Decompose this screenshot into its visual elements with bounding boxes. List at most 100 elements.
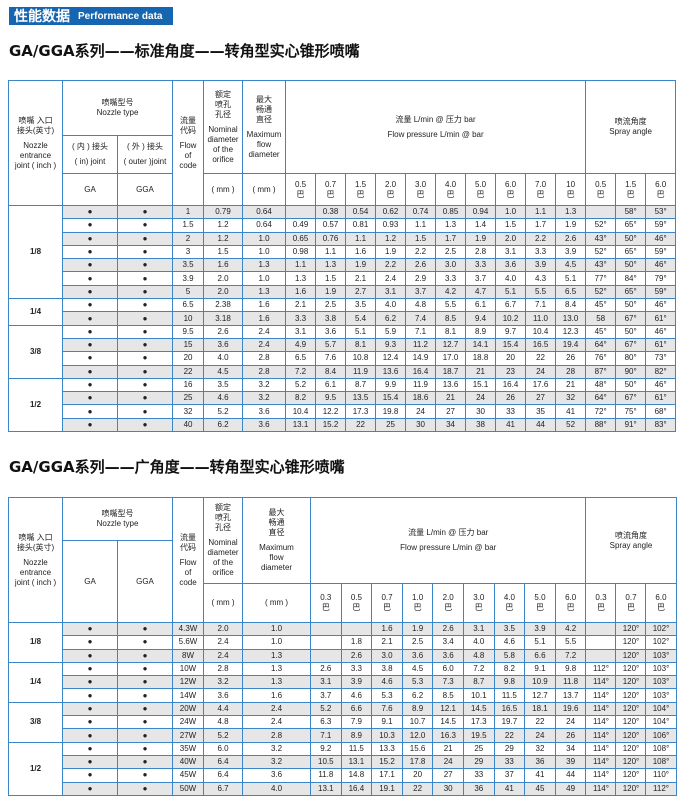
flow-pressure-col: 3.0 巴: [462, 583, 495, 623]
flow-value: 18.6: [405, 391, 437, 406]
flow-value: 0.54: [345, 204, 377, 220]
flow-value: 6.2: [375, 311, 407, 326]
joint-size: 1/8: [8, 204, 63, 300]
joint-header-line: joint ( inch ): [14, 577, 57, 587]
banner-title-cn: 性能数据: [14, 9, 70, 25]
flow-value: 3.6: [495, 258, 527, 273]
flow-value: 13.1: [310, 781, 342, 796]
flow-value: 1.7: [435, 231, 467, 246]
flow-value: 11.9: [345, 364, 377, 379]
nominal-diameter: 1.6: [203, 258, 244, 273]
nozzle-type-header-line: Nozzle type: [96, 519, 139, 528]
table-row: 1/4 ● ● 10W 2.8 1.3 2.6 3.3 3.8 4.5 6.0 7.2 8.2 9.1 9.…: [8, 661, 677, 703]
spray-angle-value: 72°: [585, 404, 617, 419]
spray-angle-value: 46°: [645, 258, 677, 273]
flow-code-header-line: Flow: [179, 140, 197, 150]
flow-value: 33: [462, 768, 495, 783]
flow-code: 25: [172, 391, 205, 406]
spray-angle-value: 106°: [645, 728, 677, 743]
flow-value: 7.6: [315, 351, 347, 366]
ga-mark: ●: [62, 621, 118, 637]
joint-header-line: 喷嘴 入口: [18, 532, 53, 542]
flow-value: 24: [525, 364, 557, 379]
flow-code-header-line: code: [179, 160, 197, 170]
flow-code: 16: [172, 377, 205, 393]
flow-value: 30: [405, 417, 437, 433]
flow-value: 11.8: [554, 675, 587, 690]
flow-value: 1.1: [525, 204, 557, 220]
flow-value: 19.8: [375, 404, 407, 419]
flow-value: 45: [524, 781, 556, 796]
nominal-diameter: 3.5: [203, 377, 244, 393]
spray-angle-value: 120°: [615, 661, 647, 677]
flow-pressure-col-line: 巴: [413, 603, 422, 612]
flow-code: 20W: [172, 701, 205, 717]
joint-size: 1/2: [8, 377, 63, 433]
ga-mark: ●: [62, 635, 118, 650]
spray-angle-value: 103°: [645, 648, 677, 663]
flow-value: 24: [432, 754, 464, 770]
flow-pressure-col: 0.7 巴: [371, 583, 403, 623]
table-row: ● ● 10 3.18 1.6 3.3 3.8 5.4 6.2 7.4 8.5 9.4 10.2 11.0…: [9, 311, 677, 326]
joint-header-line: 接头(英寸): [16, 542, 55, 552]
spray-angle-value: 50°: [615, 258, 647, 273]
flow-pressure-col-line: 巴: [535, 603, 544, 612]
spray-angle-value: 73°: [645, 351, 677, 366]
flow-pressure-col-line: 0.5: [350, 593, 362, 602]
table-row: ● ● 5.6W 2.4 1.0 1.8 2.1 2.5 3.4 4.0 4.6 5.1 5.5 120°…: [9, 635, 677, 650]
flow-value: 7.2: [285, 364, 317, 379]
flow-code: 40W: [172, 754, 205, 770]
flow-value: 20: [495, 351, 527, 366]
flow-value: 12.1: [432, 701, 464, 717]
joint-header-line: entrance: [19, 150, 52, 160]
flow-value: 22: [493, 728, 526, 743]
flow-value: [285, 204, 317, 220]
spray-angle-value: 75°: [615, 404, 647, 419]
flow-code: 1: [172, 204, 205, 220]
nominal-diameter: 2.8: [203, 661, 244, 677]
joint-size: 1/4: [8, 298, 63, 326]
flow-code-header-line: Flow: [179, 557, 197, 567]
ga-mark: ●: [62, 364, 118, 379]
nominal-diameter-header-line: Nominal: [208, 538, 238, 547]
flow-pressure-col-line: 巴: [506, 189, 515, 199]
flow-code: 15: [172, 337, 205, 353]
flow-value: 13.3: [371, 741, 403, 756]
flow-value: 17.0: [435, 351, 467, 366]
flow-value: 2.4: [375, 271, 407, 286]
spray-angle-value: 114°: [585, 675, 617, 690]
nominal-diameter: 2.0: [203, 621, 244, 637]
gga-mark: ●: [116, 284, 174, 300]
flow-value: 2.6: [555, 231, 587, 246]
flow-value: 52: [555, 417, 587, 433]
gga-mark: ●: [116, 701, 174, 717]
flow-value: 0.65: [285, 231, 317, 246]
ga-mark: ●: [62, 258, 118, 273]
flow-value: 29: [462, 754, 495, 770]
flow-value: 3.9: [340, 675, 373, 690]
flow-value: 8.7: [345, 377, 377, 393]
flow-value: 2.1: [371, 635, 403, 650]
ga-mark: ●: [62, 728, 118, 743]
in-joint-header-line: ( 内 ) 接头: [72, 142, 108, 151]
flow-value: 2.6: [310, 661, 342, 677]
nominal-diameter: 3.6: [203, 688, 244, 703]
nozzle-type-header-line: 喷嘴型号: [101, 509, 134, 518]
flow-value: 8.4: [555, 298, 587, 313]
flow-value: 3.9: [525, 258, 557, 273]
flow-value: 9.4: [465, 311, 497, 326]
max-flow-diameter-header-line: flow: [269, 553, 284, 562]
max-flow-diameter-header-line: 最大: [268, 508, 285, 517]
ga-mark: ●: [62, 701, 118, 717]
table-row: ● ● 5 2.0 1.3 1.6 1.9 2.7 3.1 3.7 4.2 4.7 5.1 5.5 6.5 5…: [9, 284, 677, 300]
spray-angle-value: 120°: [615, 675, 647, 690]
nominal-unit: ( mm ): [203, 583, 244, 623]
spray-angle-value: 120°: [615, 781, 647, 796]
flow-value: 15.4: [495, 337, 527, 353]
spray-angle-value: 114°: [585, 768, 617, 783]
angle-pressure-col: 6.0 巴: [645, 583, 677, 623]
nozzle-type-header: 喷嘴型号 Nozzle type: [61, 80, 174, 136]
flow-pressure-col: 5.0 巴: [524, 583, 556, 623]
nominal-diameter-header-line: 孔径: [215, 109, 232, 119]
max-diameter: 1.6: [242, 298, 287, 313]
